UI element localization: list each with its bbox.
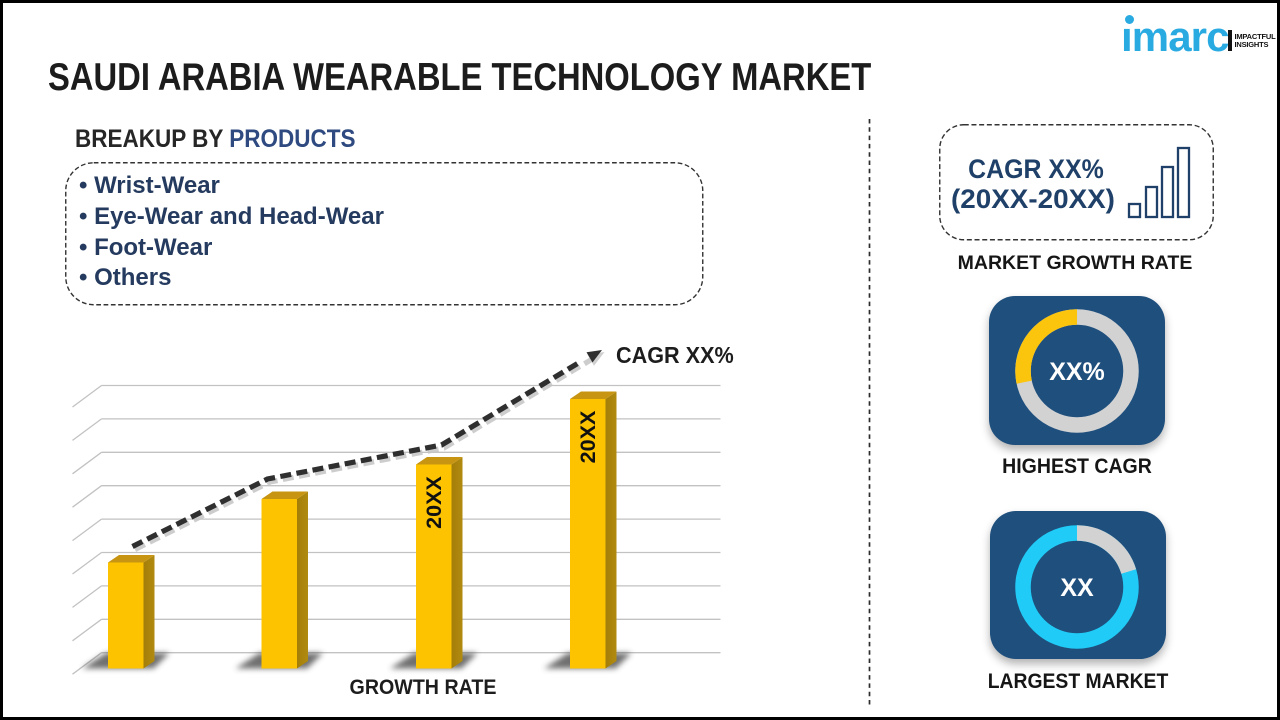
svg-text:20XX: 20XX — [576, 410, 600, 463]
svg-text:XX%: XX% — [1049, 358, 1105, 386]
svg-text:XX: XX — [1060, 574, 1094, 602]
svg-text:20XX: 20XX — [422, 476, 446, 529]
